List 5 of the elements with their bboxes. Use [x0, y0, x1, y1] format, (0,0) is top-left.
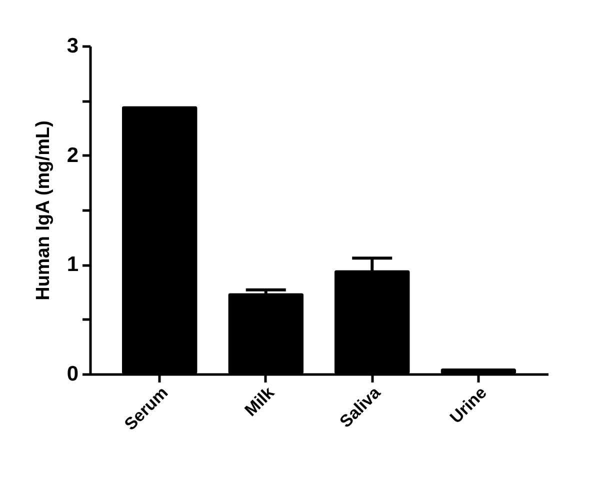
y-tick-label: 2 [66, 144, 78, 167]
y-tick-label: 0 [66, 362, 78, 386]
y-axis-title: Human IgA (mg/mL) [32, 120, 54, 300]
y-tick-label: 3 [66, 34, 78, 58]
y-tick-label: 1 [66, 253, 79, 276]
